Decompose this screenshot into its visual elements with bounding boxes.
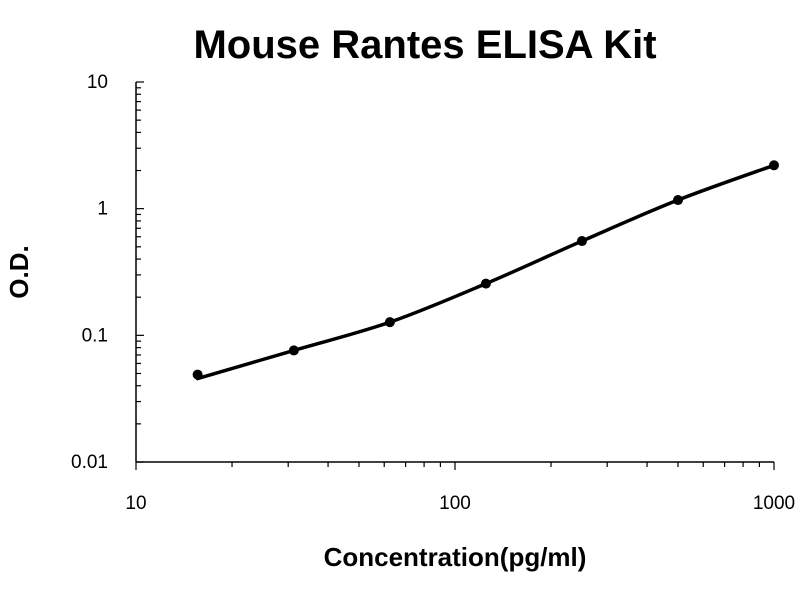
x-tick-label: 1000 [753, 493, 795, 514]
data-point [576, 236, 587, 247]
y-tick-label: 0.1 [82, 325, 108, 346]
data-point [384, 317, 395, 328]
x-axis-label: Concentration(pg/ml) [324, 542, 587, 572]
data-point [288, 345, 299, 356]
data-point [192, 369, 203, 380]
x-tick-label: 100 [439, 493, 471, 514]
y-tick-label: 10 [87, 72, 108, 93]
x-tick-label: 10 [125, 493, 146, 514]
axis-ticks [135, 81, 775, 470]
chart-title: Mouse Rantes ELISA Kit [193, 23, 656, 67]
data-point [672, 195, 683, 206]
y-axis-label: O.D. [4, 245, 34, 298]
data-point [769, 160, 779, 171]
data-point [480, 278, 491, 289]
y-tick-label: 0.01 [71, 452, 108, 473]
y-tick-label: 1 [97, 199, 108, 220]
data-points [192, 160, 779, 380]
tick-labels: 10 100 1000 0.01 0.1 1 10 [71, 72, 795, 514]
fit-curve [195, 163, 776, 381]
